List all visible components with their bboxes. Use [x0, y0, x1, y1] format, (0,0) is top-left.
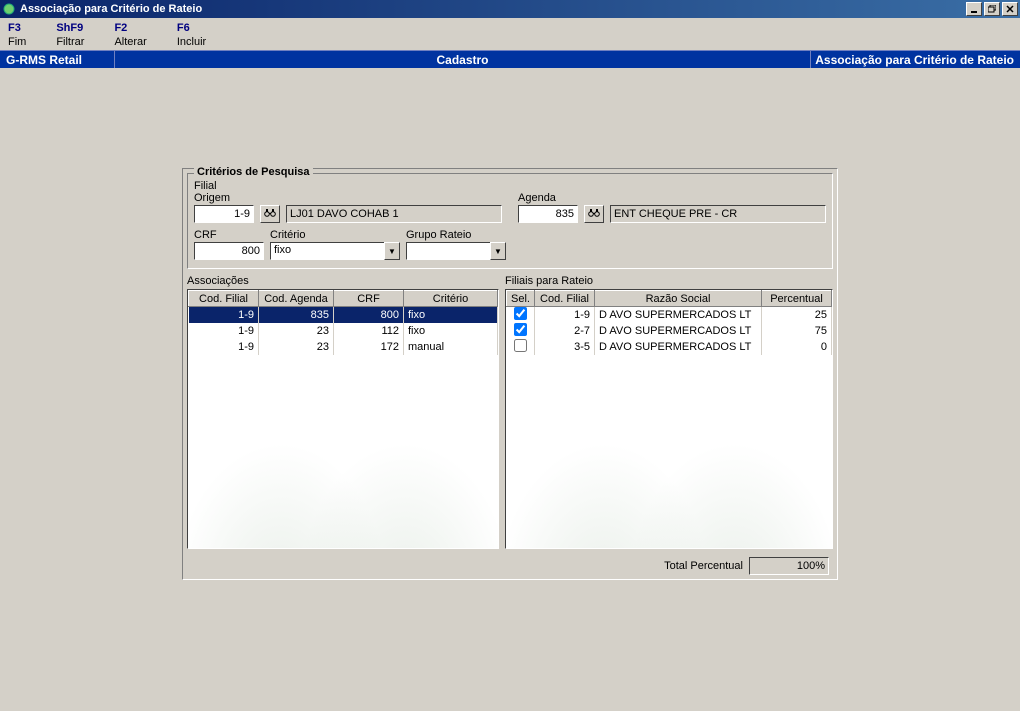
filial-input[interactable]	[194, 205, 254, 223]
filial-desc	[286, 205, 502, 223]
filiais-col-perc[interactable]: Percentual	[762, 291, 832, 307]
cell-filial: 1-9	[189, 323, 259, 339]
cell-crf: 112	[334, 323, 404, 339]
row-checkbox[interactable]	[514, 323, 527, 336]
total-value	[749, 557, 829, 575]
crf-label: CRF	[194, 229, 264, 241]
cell-filial: 2-7	[535, 323, 595, 339]
filial-lookup-button[interactable]	[260, 205, 280, 223]
filiais-col-filial[interactable]: Cod. Filial	[535, 291, 595, 307]
agenda-label: Agenda	[518, 192, 578, 204]
minimize-button[interactable]	[966, 2, 982, 16]
agenda-desc	[610, 205, 826, 223]
toolbar-key: F6	[177, 22, 206, 34]
crf-input[interactable]	[194, 242, 264, 260]
criterio-label: Critério	[270, 229, 400, 241]
toolbar-label: Incluir	[177, 36, 206, 48]
assoc-grid[interactable]: Cod. Filial Cod. Agenda CRF Critério 1-9…	[187, 289, 499, 549]
cell-sel[interactable]	[507, 323, 535, 339]
row-checkbox[interactable]	[514, 307, 527, 320]
filiais-grid[interactable]: Sel. Cod. Filial Razão Social Percentual…	[505, 289, 833, 549]
cell-agenda: 23	[259, 323, 334, 339]
cell-criterio: manual	[404, 339, 498, 355]
window-title: Associação para Critério de Rateio	[20, 3, 966, 15]
chevron-down-icon[interactable]: ▼	[490, 242, 506, 260]
agenda-input[interactable]	[518, 205, 578, 223]
toolbar-label: Filtrar	[56, 36, 84, 48]
toolbar: F3 Fim ShF9 Filtrar F2 Alterar F6 Inclui…	[0, 18, 1020, 50]
toolbar-key: F3	[8, 22, 26, 34]
table-row[interactable]: 1-9D AVO SUPERMERCADOS LT25	[507, 307, 832, 324]
toolbar-item-filtrar[interactable]: ShF9 Filtrar	[56, 22, 84, 48]
filiais-section: Filiais para Rateio Sel. Cod. Filial Raz…	[505, 275, 833, 549]
cell-sel[interactable]	[507, 339, 535, 355]
cell-crf: 172	[334, 339, 404, 355]
module-name: Cadastro	[115, 53, 810, 67]
cell-filial: 3-5	[535, 339, 595, 355]
cell-razao: D AVO SUPERMERCADOS LT	[595, 323, 762, 339]
agenda-lookup-button[interactable]	[584, 205, 604, 223]
cell-agenda: 23	[259, 339, 334, 355]
cell-agenda: 835	[259, 307, 334, 323]
cell-crf: 800	[334, 307, 404, 323]
search-fieldset: Critérios de Pesquisa Filial Origem	[187, 173, 833, 269]
cell-perc: 75	[762, 323, 832, 339]
filiais-label: Filiais para Rateio	[505, 275, 833, 287]
cell-razao: D AVO SUPERMERCADOS LT	[595, 307, 762, 324]
table-row[interactable]: 3-5D AVO SUPERMERCADOS LT0	[507, 339, 832, 355]
cell-filial: 1-9	[189, 307, 259, 323]
app-name: G-RMS Retail	[0, 51, 115, 68]
assoc-col-crf[interactable]: CRF	[334, 291, 404, 307]
content-area: Critérios de Pesquisa Filial Origem	[0, 68, 1020, 580]
toolbar-label: Alterar	[114, 36, 146, 48]
restore-button[interactable]	[984, 2, 1000, 16]
cell-razao: D AVO SUPERMERCADOS LT	[595, 339, 762, 355]
table-row[interactable]: 1-923112fixo	[189, 323, 498, 339]
main-panel: Critérios de Pesquisa Filial Origem	[182, 168, 838, 580]
cell-criterio: fixo	[404, 307, 498, 323]
window-buttons	[966, 2, 1018, 16]
assoc-col-criterio[interactable]: Critério	[404, 291, 498, 307]
cell-criterio: fixo	[404, 323, 498, 339]
total-label: Total Percentual	[664, 560, 743, 572]
toolbar-key: F2	[114, 22, 146, 34]
criterio-value: fixo	[270, 242, 384, 260]
assoc-label: Associações	[187, 275, 499, 287]
window-titlebar: Associação para Critério de Rateio	[0, 0, 1020, 18]
filial-label: Filial Origem	[194, 180, 254, 204]
total-row: Total Percentual	[187, 557, 833, 575]
grupo-value	[406, 242, 490, 260]
table-row[interactable]: 2-7D AVO SUPERMERCADOS LT75	[507, 323, 832, 339]
context-bar: G-RMS Retail Cadastro Associação para Cr…	[0, 50, 1020, 68]
assoc-col-agenda[interactable]: Cod. Agenda	[259, 291, 334, 307]
toolbar-item-fim[interactable]: F3 Fim	[8, 22, 26, 48]
toolbar-item-alterar[interactable]: F2 Alterar	[114, 22, 146, 48]
table-row[interactable]: 1-9835800fixo	[189, 307, 498, 323]
cell-perc: 25	[762, 307, 832, 324]
row-checkbox[interactable]	[514, 339, 527, 352]
filiais-col-sel[interactable]: Sel.	[507, 291, 535, 307]
close-button[interactable]	[1002, 2, 1018, 16]
cell-perc: 0	[762, 339, 832, 355]
toolbar-label: Fim	[8, 36, 26, 48]
binoculars-icon	[264, 208, 276, 221]
search-legend: Critérios de Pesquisa	[194, 166, 313, 178]
cell-filial: 1-9	[189, 339, 259, 355]
toolbar-item-incluir[interactable]: F6 Incluir	[177, 22, 206, 48]
assoc-section: Associações Cod. Filial Cod. Agenda CRF …	[187, 275, 499, 549]
filiais-col-razao[interactable]: Razão Social	[595, 291, 762, 307]
grupo-label: Grupo Rateio	[406, 229, 506, 241]
chevron-down-icon[interactable]: ▼	[384, 242, 400, 260]
toolbar-key: ShF9	[56, 22, 84, 34]
grupo-combo[interactable]: ▼	[406, 242, 506, 260]
assoc-col-filial[interactable]: Cod. Filial	[189, 291, 259, 307]
table-row[interactable]: 1-923172manual	[189, 339, 498, 355]
cell-sel[interactable]	[507, 307, 535, 324]
screen-name: Associação para Critério de Rateio	[810, 51, 1020, 68]
cell-filial: 1-9	[535, 307, 595, 324]
lists-row: Associações Cod. Filial Cod. Agenda CRF …	[187, 275, 833, 549]
app-icon	[2, 2, 16, 16]
binoculars-icon	[588, 208, 600, 221]
criterio-combo[interactable]: fixo ▼	[270, 242, 400, 260]
